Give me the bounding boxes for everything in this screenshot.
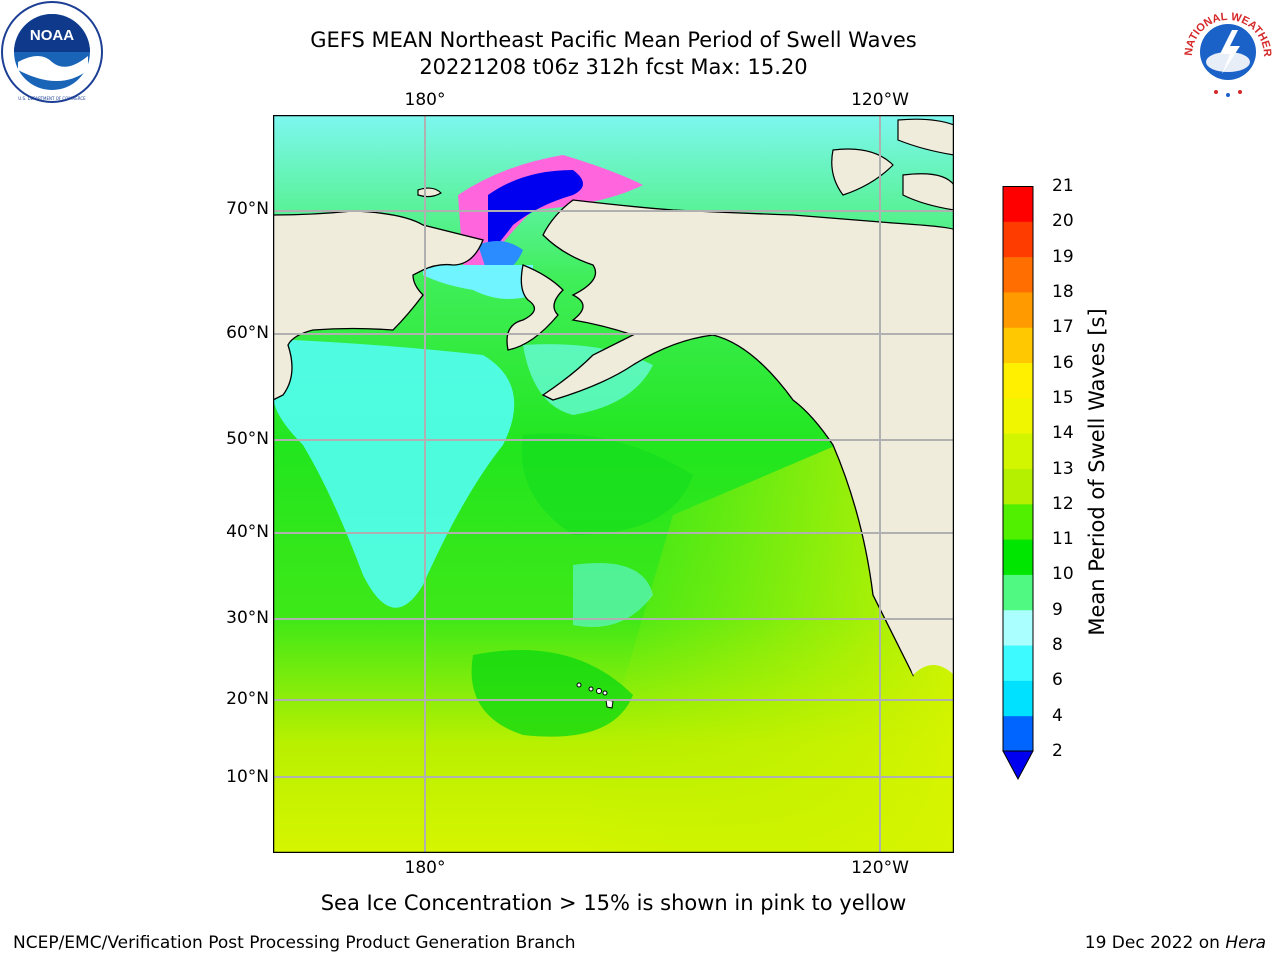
colorbar-segment bbox=[1003, 609, 1033, 646]
colorbar-segment bbox=[1003, 715, 1033, 752]
colorbar-tick-label: 4 bbox=[1052, 705, 1063, 726]
colorbar-tick-label: 10 bbox=[1052, 564, 1074, 585]
sea-ice-note: Sea Ice Concentration > 15% is shown in … bbox=[320, 891, 907, 915]
lon-label-bottom-180: 180° bbox=[404, 858, 446, 878]
land-siberia bbox=[273, 210, 484, 401]
land-north-america bbox=[541, 199, 954, 677]
noaa-logo-icon: NOAA U.S. DEPARTMENT OF COMMERCE bbox=[1, 1, 103, 103]
footer-date: 19 Dec 2022 on Hera bbox=[1085, 932, 1266, 954]
colorbar-tick-label: 14 bbox=[1052, 423, 1074, 444]
colorbar-segment bbox=[1003, 468, 1033, 505]
colorbar-segment bbox=[1003, 256, 1033, 293]
sea-ice-area bbox=[458, 155, 643, 265]
chart-title: GEFS MEAN Northeast Pacific Mean Period … bbox=[310, 28, 917, 52]
lat-label-30n: 30°N bbox=[226, 608, 269, 628]
colorbar-segment bbox=[1003, 433, 1033, 469]
footer-credit: NCEP/EMC/Verification Post Processing Pr… bbox=[13, 933, 576, 953]
colorbar-segment bbox=[1003, 186, 1033, 222]
lon-label-bottom-120w: 120°W bbox=[851, 858, 909, 878]
colorbar-segment bbox=[1003, 221, 1033, 258]
lat-label-10n: 10°N bbox=[226, 767, 269, 787]
colorbar-segment bbox=[1003, 397, 1033, 434]
lat-label-20n: 20°N bbox=[226, 689, 269, 709]
short-period-area bbox=[273, 340, 515, 608]
colorbar-tick-label: 20 bbox=[1052, 211, 1074, 232]
footer-machine: Hera bbox=[1225, 933, 1266, 953]
lon-label-top-120w: 120°W bbox=[851, 90, 909, 110]
colorbar-segment bbox=[1003, 291, 1033, 328]
colorbar-segment bbox=[1003, 327, 1033, 364]
colorbar-tick-label: 16 bbox=[1052, 352, 1074, 373]
lat-label-60n: 60°N bbox=[226, 323, 269, 343]
colorbar-segment bbox=[1003, 503, 1033, 540]
colorbar-label: Mean Period of Swell Waves [s] bbox=[1085, 308, 1109, 636]
land-alaska-west bbox=[506, 264, 564, 351]
colorbar-tick-label: 6 bbox=[1052, 670, 1063, 691]
colorbar-tick-label: 12 bbox=[1052, 493, 1074, 514]
colorbar-tick-label: 13 bbox=[1052, 458, 1074, 479]
colorbar-tick-label: 8 bbox=[1052, 635, 1063, 656]
colorbar-extend-arrow bbox=[1002, 750, 1034, 781]
colorbar-segment bbox=[1003, 539, 1033, 575]
chart-subtitle: 20221208 t06z 312h fcst Max: 15.20 bbox=[419, 55, 808, 79]
colorbar-tick-label: 18 bbox=[1052, 281, 1074, 302]
colorbar-tick-label: 15 bbox=[1052, 387, 1074, 408]
footer-date-text: 19 Dec 2022 on bbox=[1084, 933, 1226, 953]
colorbar-segment bbox=[1003, 574, 1033, 611]
colorbar-tick-label: 17 bbox=[1052, 317, 1074, 338]
colorbar bbox=[1002, 186, 1034, 781]
colorbar-tick-label: 19 bbox=[1052, 246, 1074, 267]
lat-label-40n: 40°N bbox=[226, 522, 269, 542]
colorbar-tick-label: 21 bbox=[1052, 176, 1074, 196]
colorbar-segment bbox=[1003, 680, 1033, 717]
svg-text:U.S. DEPARTMENT OF COMMERCE: U.S. DEPARTMENT OF COMMERCE bbox=[18, 96, 86, 101]
colorbar-tick-label: 9 bbox=[1052, 599, 1063, 620]
lon-label-top-180: 180° bbox=[404, 90, 446, 110]
colorbar-tick-label: 11 bbox=[1052, 529, 1074, 550]
map-gridlines bbox=[273, 115, 954, 853]
lat-label-70n: 70°N bbox=[226, 199, 269, 219]
colorbar-segment bbox=[1003, 645, 1033, 681]
colorbar-tick-label: 2 bbox=[1052, 741, 1063, 761]
swell-period-map bbox=[273, 115, 954, 853]
nws-logo-icon: NATIONAL WEATHER SERVICE bbox=[1178, 0, 1274, 98]
noaa-logo-text: NOAA bbox=[30, 27, 74, 44]
lat-label-50n: 50°N bbox=[226, 429, 269, 449]
colorbar-segment bbox=[1003, 362, 1033, 399]
